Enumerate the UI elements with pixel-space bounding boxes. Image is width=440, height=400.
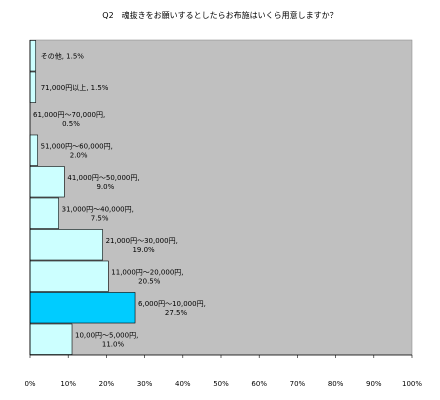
bar-5 — [29, 197, 59, 229]
bar-8 — [29, 292, 136, 324]
x-tick-label-1: 10% — [60, 380, 76, 388]
data-label-5-line2: 7.5% — [91, 214, 109, 222]
x-tick-label-5: 50% — [213, 380, 229, 388]
data-label-5-line1: 31,000円～40,000円, — [62, 205, 134, 213]
data-label-8-line2: 27.5% — [165, 309, 188, 317]
data-label-4-line2: 9.0% — [96, 183, 114, 191]
data-label-6-line1: 21,000円～30,000円, — [106, 237, 178, 245]
bar-9 — [29, 323, 73, 355]
data-label-1: 71,000円以上, 1.5% — [41, 83, 109, 92]
x-tick-label-8: 80% — [328, 380, 344, 388]
x-tick-label-2: 20% — [99, 380, 115, 388]
x-tick-label-9: 90% — [366, 380, 382, 388]
bar-3 — [29, 134, 38, 166]
data-label-0: その他, 1.5% — [41, 51, 85, 60]
x-tick-label-0: 0% — [24, 380, 35, 388]
x-tick-label-10: 100% — [402, 380, 422, 388]
data-label-7-line1: 11,000円～20,000円, — [111, 268, 183, 276]
x-tick-label-7: 70% — [290, 380, 306, 388]
data-label-9-line1: 10,00円～5,000円, — [75, 331, 138, 339]
bar-6 — [29, 229, 103, 261]
bar-1 — [29, 71, 37, 103]
data-label-8-line1: 6,000円～10,000円, — [138, 300, 206, 308]
data-label-3-line2: 2.0% — [70, 151, 88, 159]
data-label-2-line2: 0.5% — [62, 120, 80, 128]
chart-title: Q2 魂抜きをお願いするとしたらお布施はいくら用意しますか？ — [102, 11, 338, 20]
bar-0 — [29, 40, 37, 72]
data-label-4-line1: 41,000円～50,000円, — [67, 174, 139, 182]
data-label-7-line2: 20.5% — [138, 277, 161, 285]
data-label-6-line2: 19.0% — [132, 246, 155, 254]
x-tick-label-4: 40% — [175, 380, 191, 388]
bar-4 — [29, 166, 65, 198]
bar-7 — [29, 260, 109, 292]
x-tick-label-6: 60% — [251, 380, 267, 388]
data-label-3-line1: 51,000円～60,000円, — [41, 142, 113, 150]
data-label-2-line1: 61,000円～70,000円, — [33, 111, 105, 119]
data-label-9-line2: 11.0% — [102, 340, 125, 348]
x-tick-label-3: 30% — [137, 380, 153, 388]
